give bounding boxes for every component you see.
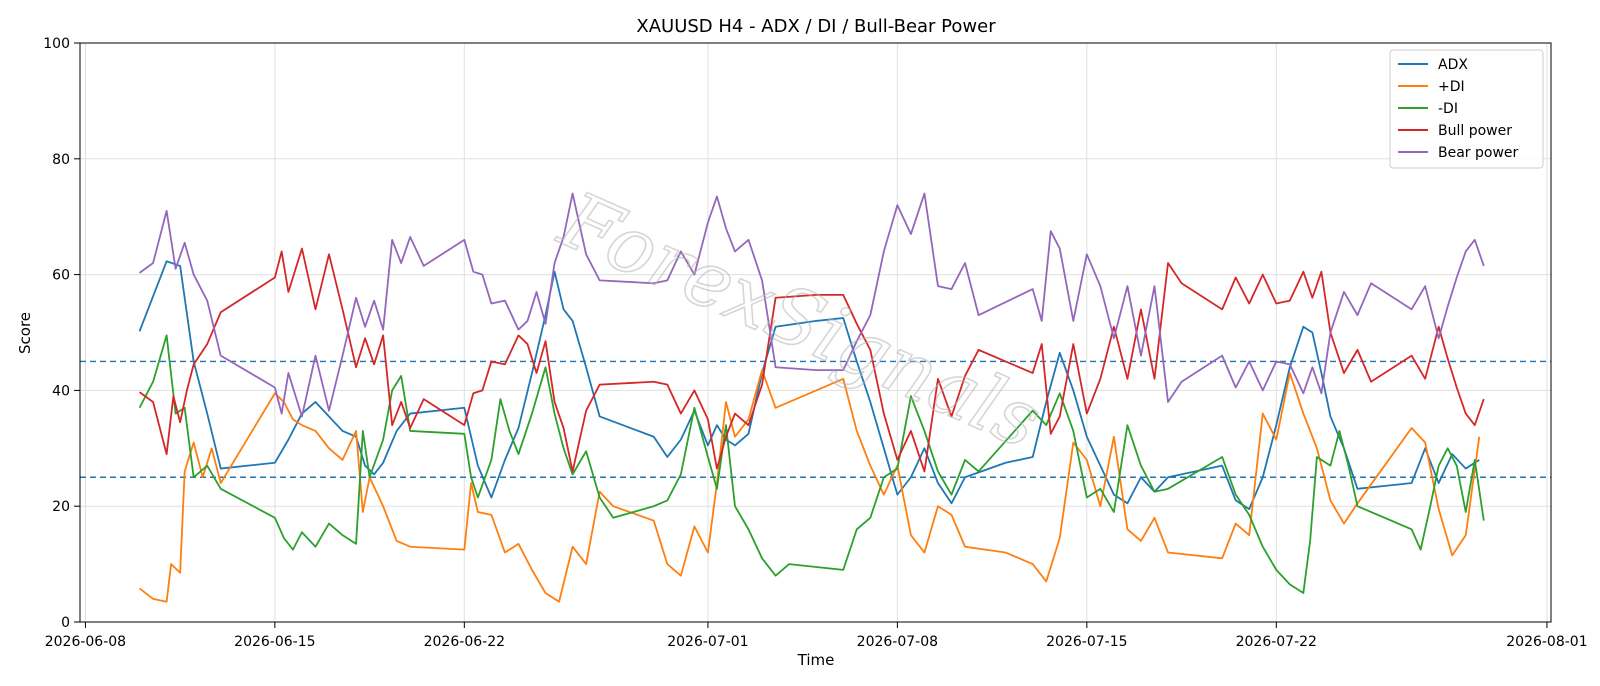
series-lines [138,192,1485,603]
x-tick-label: 2026-07-01 [667,634,748,650]
x-tick-label: 2026-06-08 [45,634,126,650]
y-tick-label: 0 [61,615,70,631]
y-tick-label: 80 [52,152,70,168]
legend-label: Bull power [1438,123,1512,139]
x-tick-label: 2026-06-22 [424,634,505,650]
series-line-adx [138,260,1480,511]
y-axis: 0 20 40 60 80 100 [43,36,80,631]
plot-frame [79,42,1552,623]
legend-label: +DI [1438,79,1465,95]
y-tick-label: 20 [52,499,70,515]
chart-title: XAUUSD H4 - ADX / DI / Bull-Bear Power [636,16,996,37]
y-tick-label: 100 [43,36,70,52]
legend-label: ADX [1438,57,1468,73]
series-line-bear-power [139,192,1485,418]
x-tick-label: 2026-07-08 [857,634,938,650]
y-axis-title: Score [16,312,34,354]
series-line-plus-di [138,369,1481,603]
legend: ADX +DI -DI Bull power Bear power [1389,49,1544,169]
x-axis: 2026-06-08 2026-06-15 2026-06-22 2026-07-01… [45,622,1588,650]
x-tick-label: 2026-07-22 [1236,634,1317,650]
legend-label: Bear power [1438,145,1519,161]
x-tick-label: 2026-08-01 [1506,634,1587,650]
series-line-bull-power [139,247,1485,473]
y-tick-label: 40 [52,383,70,399]
legend-label: -DI [1438,101,1458,117]
x-tick-label: 2026-07-15 [1046,634,1127,650]
series-line-minus-di [138,334,1485,594]
legend-box [1389,49,1544,169]
x-tick-label: 2026-06-15 [234,634,315,650]
plot-area [80,43,1551,622]
y-tick-label: 60 [52,268,70,284]
x-axis-title: Time [797,651,835,669]
threshold-lines [80,360,1551,478]
